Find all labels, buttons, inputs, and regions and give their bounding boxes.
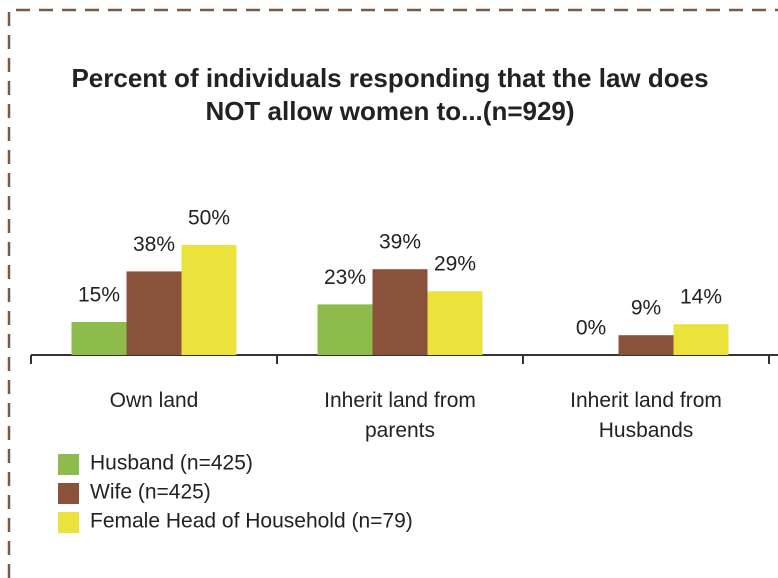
data-label: 9% (631, 297, 661, 320)
bar (126, 271, 182, 355)
x-tick-label: Inherit land from Husbands (570, 389, 722, 442)
legend-label: Wife (n=425) (90, 481, 211, 504)
data-label: 38% (133, 233, 175, 256)
bar (618, 335, 674, 355)
data-label: 29% (434, 253, 476, 276)
bar (673, 324, 729, 355)
data-label: 23% (324, 266, 366, 289)
legend-swatch (58, 454, 79, 475)
data-label: 0% (576, 317, 606, 340)
bar (427, 291, 483, 355)
data-label: 15% (78, 284, 120, 307)
frame (7, 8, 778, 578)
bar (372, 269, 428, 355)
bar (317, 304, 373, 355)
legend-swatch (58, 483, 79, 504)
data-label: 50% (188, 207, 230, 230)
x-tick-label: Inherit land from parents (324, 389, 476, 442)
x-tick-label: Own land (109, 389, 199, 412)
data-label: 14% (680, 286, 722, 309)
chart-title: Percent of individuals responding that t… (71, 63, 709, 126)
bar (71, 322, 127, 355)
bar (181, 245, 237, 355)
legend-swatch (58, 512, 79, 533)
legend-label: Female Head of Household (n=79) (90, 510, 413, 533)
data-label: 39% (379, 231, 421, 254)
legend-label: Husband (n=425) (90, 452, 253, 475)
